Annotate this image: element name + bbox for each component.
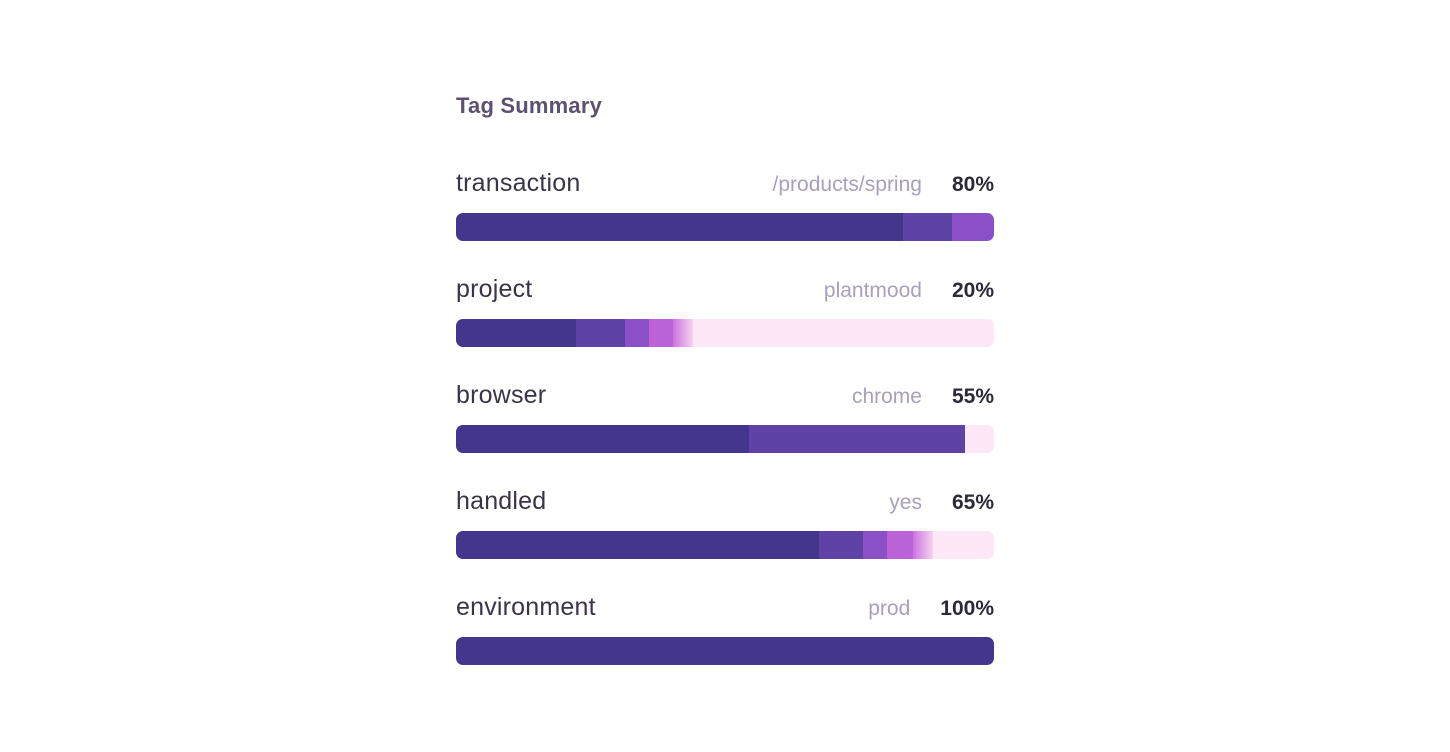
bar-segment[interactable]	[903, 213, 953, 241]
bar-segment[interactable]	[456, 425, 750, 453]
tag-percentage: 65%	[951, 491, 994, 514]
tag-row: project plantmood 20%	[456, 274, 994, 347]
tag-row-header: environment prod 100%	[456, 592, 994, 622]
tag-percentage: 55%	[951, 385, 994, 408]
bar-segment[interactable]	[456, 637, 994, 665]
tag-distribution-bar[interactable]	[456, 637, 994, 665]
tag-name: transaction	[456, 169, 581, 197]
tag-summary-panel: Tag Summary transaction /products/spring…	[456, 0, 994, 665]
tag-distribution-bar[interactable]	[456, 531, 994, 559]
tag-row: browser chrome 55%	[456, 380, 994, 453]
tag-name: environment	[456, 593, 596, 621]
bar-segment[interactable]	[456, 213, 904, 241]
tag-row: environment prod 100%	[456, 592, 994, 665]
tag-name: handled	[456, 487, 547, 515]
bar-segment[interactable]	[863, 531, 888, 559]
tag-percentage: 20%	[951, 279, 994, 302]
tag-distribution-bar[interactable]	[456, 213, 994, 241]
bar-segment[interactable]	[624, 319, 650, 347]
panel-title: Tag Summary	[456, 93, 603, 118]
tag-rows: transaction /products/spring 80% project…	[456, 168, 994, 665]
bar-segment[interactable]	[456, 319, 576, 347]
tag-distribution-bar[interactable]	[456, 425, 994, 453]
tag-top-value: chrome	[851, 385, 922, 408]
tag-top-value: /products/spring	[772, 173, 922, 196]
tag-row-header: browser chrome 55%	[456, 380, 994, 410]
tag-row-header: transaction /products/spring 80%	[456, 168, 994, 198]
tag-top-value: prod	[868, 597, 911, 620]
bar-segment[interactable]	[749, 425, 965, 453]
tag-distribution-bar[interactable]	[456, 319, 994, 347]
tag-top-value: yes	[889, 491, 922, 514]
bar-segment[interactable]	[952, 213, 994, 241]
bar-segment[interactable]	[819, 531, 864, 559]
tag-top-value: plantmood	[823, 279, 922, 302]
tag-row-header: project plantmood 20%	[456, 274, 994, 304]
bar-segment[interactable]	[649, 319, 674, 347]
tag-row: transaction /products/spring 80%	[456, 168, 994, 241]
tag-row-header: handled yes 65%	[456, 486, 994, 516]
tag-percentage: 80%	[951, 173, 994, 196]
bar-segment[interactable]	[887, 531, 914, 559]
bar-segment[interactable]	[673, 319, 694, 347]
tag-row: handled yes 65%	[456, 486, 994, 559]
bar-segment[interactable]	[456, 531, 820, 559]
bar-segment[interactable]	[575, 319, 625, 347]
tag-name: project	[456, 275, 533, 303]
bar-segment[interactable]	[913, 531, 934, 559]
tag-percentage: 100%	[940, 597, 994, 620]
tag-name: browser	[456, 381, 547, 409]
